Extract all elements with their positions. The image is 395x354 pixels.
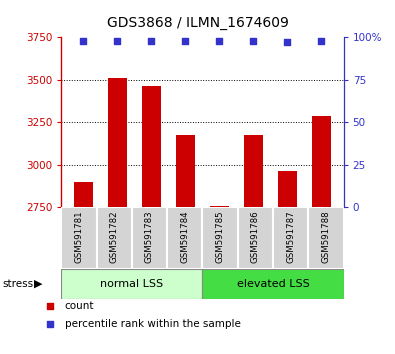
Bar: [308, 207, 344, 269]
Bar: [108, 78, 127, 207]
Bar: [238, 207, 273, 269]
Text: ▶: ▶: [34, 279, 43, 289]
Bar: [142, 86, 161, 207]
Point: [47, 321, 53, 327]
Point: [148, 38, 154, 44]
Text: GDS3868 / ILMN_1674609: GDS3868 / ILMN_1674609: [107, 16, 288, 30]
Text: GSM591788: GSM591788: [322, 211, 331, 263]
Point: [80, 38, 87, 44]
Bar: [167, 207, 202, 269]
Bar: [273, 207, 308, 269]
Bar: [244, 135, 263, 207]
Bar: [202, 269, 344, 299]
Bar: [61, 207, 96, 269]
Text: percentile rank within the sample: percentile rank within the sample: [65, 319, 241, 329]
Bar: [176, 135, 195, 207]
Point: [284, 39, 291, 45]
Text: elevated LSS: elevated LSS: [237, 279, 309, 289]
Bar: [202, 207, 238, 269]
Point: [182, 38, 188, 44]
Text: stress: stress: [2, 279, 33, 289]
Text: GSM591786: GSM591786: [251, 211, 260, 263]
Bar: [61, 269, 202, 299]
Text: normal LSS: normal LSS: [100, 279, 164, 289]
Point: [250, 38, 257, 44]
Bar: [132, 207, 167, 269]
Text: GSM591783: GSM591783: [145, 211, 154, 263]
Point: [114, 38, 120, 44]
Point: [318, 38, 325, 44]
Text: count: count: [65, 301, 94, 311]
Point: [47, 303, 53, 309]
Bar: [210, 206, 229, 207]
Bar: [312, 116, 331, 207]
Text: GSM591787: GSM591787: [286, 211, 295, 263]
Bar: [96, 207, 132, 269]
Text: GSM591781: GSM591781: [74, 211, 83, 263]
Point: [216, 38, 223, 44]
Text: GSM591785: GSM591785: [216, 211, 225, 263]
Bar: [74, 182, 93, 207]
Bar: [278, 171, 297, 207]
Text: GSM591784: GSM591784: [180, 211, 189, 263]
Text: GSM591782: GSM591782: [110, 211, 118, 263]
